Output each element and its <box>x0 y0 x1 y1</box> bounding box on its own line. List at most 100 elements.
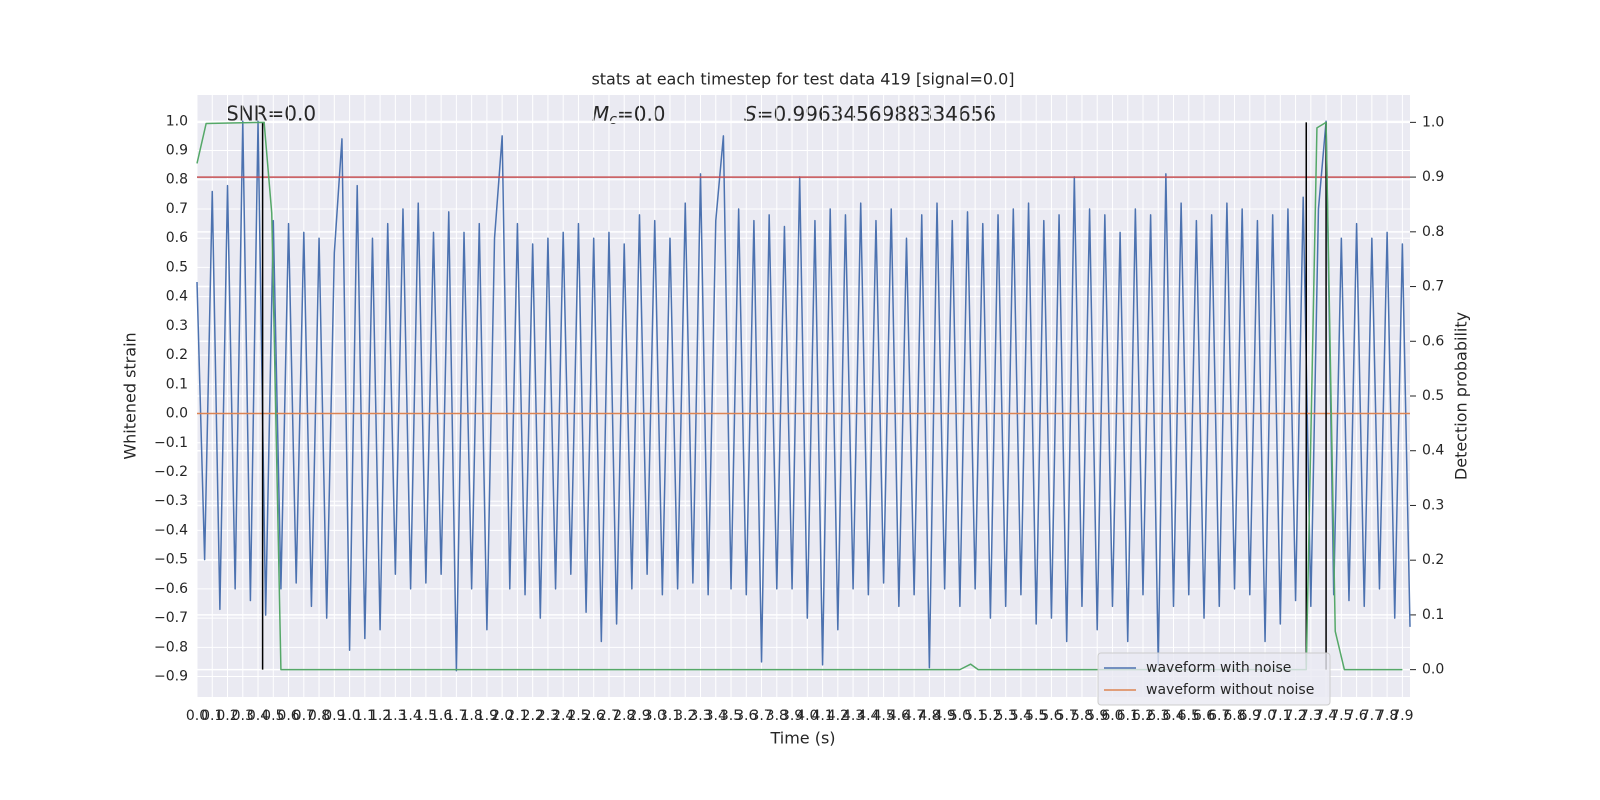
x-tick-label: 7.3 <box>1300 708 1322 724</box>
x-tick-label: 2.5 <box>567 708 589 724</box>
x-tick-label: 6.8 <box>1223 708 1245 724</box>
x-tick-label: 2.3 <box>537 708 559 724</box>
x-tick-label: 7.0 <box>1254 708 1276 724</box>
x-tick-label: 2.8 <box>613 708 635 724</box>
x-tick-label: 0.2 <box>216 708 238 724</box>
y2-tick-label: 0.2 <box>1422 552 1444 568</box>
x-tick-label: 4.2 <box>827 708 849 724</box>
chart-title: stats at each timestep for test data 419… <box>591 70 1014 89</box>
annotation-symbol: M <box>592 102 609 126</box>
x-tick-label: 4.8 <box>918 708 940 724</box>
x-tick-label: 5.1 <box>964 708 986 724</box>
x-tick-label: 1.9 <box>476 708 498 724</box>
x-tick-label: 4.9 <box>934 708 956 724</box>
x-tick-label: 7.8 <box>1376 708 1398 724</box>
x-tick-label: 6.4 <box>1162 708 1184 724</box>
x-tick-label: 5.2 <box>979 708 1001 724</box>
x-tick-label: 6.1 <box>1117 708 1139 724</box>
x-tick-label: 1.4 <box>399 708 421 724</box>
x-tick-label: 0.4 <box>247 708 269 724</box>
y-tick-label: 0.7 <box>166 201 188 217</box>
x-tick-label: 4.6 <box>888 708 910 724</box>
x-tick-label: 2.2 <box>522 708 544 724</box>
y-tick-label: 0.4 <box>166 289 188 305</box>
y-tick-label: 0.1 <box>166 376 188 392</box>
y-tick-label: −0.3 <box>154 493 188 509</box>
y2-tick-label: 0.5 <box>1422 388 1444 404</box>
x-tick-label: 2.1 <box>506 708 528 724</box>
x-tick-label: 6.2 <box>1132 708 1154 724</box>
x-axis-label: Time (s) <box>769 729 835 748</box>
y-axis-label: Whitened strain <box>121 332 140 459</box>
x-tick-label: 0.7 <box>293 708 315 724</box>
x-tick-label: 7.2 <box>1284 708 1306 724</box>
x-tick-label: 5.6 <box>1040 708 1062 724</box>
x-tick-label: 0.0 <box>186 708 208 724</box>
y2-tick-label: 0.8 <box>1422 224 1444 240</box>
y2-axis-label: Detection probability <box>1452 312 1471 480</box>
x-tick-label: 4.5 <box>872 708 894 724</box>
y-tick-label: −0.8 <box>154 639 188 655</box>
x-tick-label: 3.2 <box>674 708 696 724</box>
x-tick-label: 3.5 <box>720 708 742 724</box>
x-tick-label: 3.0 <box>644 708 666 724</box>
x-tick-label: 6.3 <box>1147 708 1169 724</box>
x-tick-label: 5.5 <box>1025 708 1047 724</box>
x-tick-label: 4.1 <box>811 708 833 724</box>
x-tick-label: 3.3 <box>689 708 711 724</box>
annotation-subscript: c <box>609 112 617 128</box>
x-tick-label: 3.4 <box>705 708 727 724</box>
x-tick-label: 1.8 <box>461 708 483 724</box>
x-tick-label: 1.7 <box>445 708 467 724</box>
x-tick-label: 0.1 <box>201 708 223 724</box>
x-tick-label: 1.5 <box>415 708 437 724</box>
y2-tick-label: 0.6 <box>1422 333 1444 349</box>
x-tick-label: 0.9 <box>323 708 345 724</box>
x-tick-label: 2.6 <box>583 708 605 724</box>
x-tick-label: 7.5 <box>1330 708 1352 724</box>
x-tick-label: 7.1 <box>1269 708 1291 724</box>
y-tick-label: 0.2 <box>166 347 188 363</box>
x-tick-label: 4.3 <box>842 708 864 724</box>
x-tick-label: 2.4 <box>552 708 574 724</box>
x-tick-label: 3.1 <box>659 708 681 724</box>
y2-tick-label: 0.4 <box>1422 443 1444 459</box>
annotation-symbol: S <box>744 102 757 126</box>
x-tick-label: 3.7 <box>750 708 772 724</box>
x-tick-label: 7.6 <box>1345 708 1367 724</box>
y2-tick-label: 1.0 <box>1422 114 1444 130</box>
y2-tick-label: 0.9 <box>1422 169 1444 185</box>
x-tick-label: 3.9 <box>781 708 803 724</box>
x-tick-label: 5.9 <box>1086 708 1108 724</box>
x-tick-label: 0.6 <box>277 708 299 724</box>
x-tick-label: 4.0 <box>796 708 818 724</box>
x-tick-label: 2.0 <box>491 708 513 724</box>
x-tick-label: 1.2 <box>369 708 391 724</box>
y-tick-label: −0.4 <box>154 522 188 538</box>
legend-label: waveform without noise <box>1146 682 1314 698</box>
x-tick-label: 6.5 <box>1178 708 1200 724</box>
x-tick-label: 5.0 <box>949 708 971 724</box>
x-tick-label: 6.9 <box>1239 708 1261 724</box>
y-tick-label: 0.9 <box>166 143 188 159</box>
x-tick-label: 6.0 <box>1101 708 1123 724</box>
x-tick-label: 1.6 <box>430 708 452 724</box>
x-tick-label: 0.8 <box>308 708 330 724</box>
x-tick-label: 6.6 <box>1193 708 1215 724</box>
x-tick-label: 7.9 <box>1391 708 1413 724</box>
y-tick-label: 0.8 <box>166 172 188 188</box>
y-tick-label: 0.5 <box>166 259 188 275</box>
x-tick-label: 2.9 <box>628 708 650 724</box>
y-tick-label: 0.0 <box>166 406 188 422</box>
y-tick-label: −0.1 <box>154 435 188 451</box>
x-tick-label: 5.7 <box>1056 708 1078 724</box>
y2-tick-label: 0.1 <box>1422 607 1444 623</box>
x-tick-label: 4.4 <box>857 708 879 724</box>
y-tick-label: 0.6 <box>166 230 188 246</box>
series-line <box>196 121 1403 671</box>
y-tick-label: −0.5 <box>154 552 188 568</box>
legend: waveform with noise waveform without nois… <box>1097 652 1331 706</box>
x-tick-label: 6.7 <box>1208 708 1230 724</box>
y2-tick-label: 0.0 <box>1422 662 1444 678</box>
